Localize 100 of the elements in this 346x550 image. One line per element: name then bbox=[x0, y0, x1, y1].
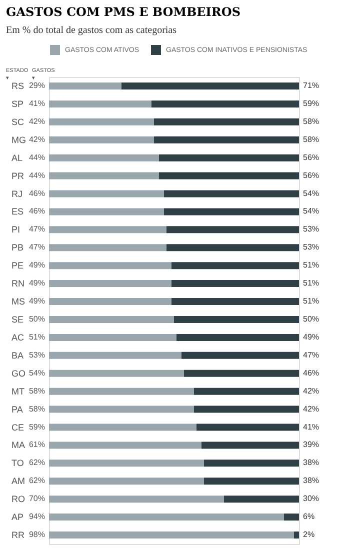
data-label: 47% bbox=[303, 350, 320, 360]
chart-subtitle: Em % do total de gastos com as categorias bbox=[6, 25, 177, 36]
bar bbox=[182, 352, 299, 359]
bar bbox=[164, 190, 299, 198]
bar bbox=[196, 424, 299, 431]
bar bbox=[49, 190, 164, 198]
bar bbox=[166, 244, 299, 252]
bar bbox=[49, 478, 204, 485]
bar bbox=[49, 334, 176, 341]
data-label: 70% bbox=[28, 494, 45, 504]
data-label: 38% bbox=[303, 458, 320, 468]
data-label: 51% bbox=[303, 296, 320, 306]
y-tick-label: ES bbox=[12, 206, 24, 217]
bar bbox=[49, 100, 152, 108]
y-tick-label: TO bbox=[12, 458, 24, 468]
data-label: 39% bbox=[303, 440, 320, 450]
y-tick-label: CE bbox=[12, 422, 24, 432]
data-label: 42% bbox=[303, 386, 320, 396]
data-label: 54% bbox=[303, 206, 320, 216]
bar bbox=[49, 244, 166, 252]
y-tick-label: PE bbox=[12, 260, 24, 271]
data-label: 62% bbox=[28, 476, 45, 486]
data-label: 42% bbox=[303, 404, 320, 414]
bar bbox=[49, 424, 196, 431]
y-tick-label: PB bbox=[12, 242, 24, 253]
bar bbox=[176, 334, 299, 341]
y-tick-label: AC bbox=[12, 332, 25, 342]
data-label: 53% bbox=[303, 224, 320, 234]
bar bbox=[159, 154, 299, 162]
bar bbox=[172, 298, 299, 306]
data-label: 53% bbox=[303, 242, 320, 252]
y-tick-label: MA bbox=[12, 440, 25, 450]
data-label: 98% bbox=[28, 530, 45, 540]
y-tick-label: AM bbox=[12, 476, 25, 486]
y-tick-label: SE bbox=[12, 314, 24, 324]
bar bbox=[49, 262, 172, 270]
data-label: 51% bbox=[303, 278, 320, 288]
bar bbox=[202, 442, 299, 449]
data-label: 42% bbox=[28, 116, 45, 126]
bar bbox=[294, 532, 299, 539]
bar bbox=[194, 406, 299, 413]
data-label: 71% bbox=[303, 80, 320, 90]
bar bbox=[49, 82, 122, 90]
bar bbox=[159, 172, 299, 180]
bar bbox=[224, 496, 299, 503]
bar bbox=[49, 226, 166, 234]
data-label: 56% bbox=[303, 170, 320, 180]
data-label: 54% bbox=[303, 188, 320, 198]
data-label: 58% bbox=[28, 404, 45, 414]
bar bbox=[49, 172, 159, 180]
bar bbox=[49, 460, 204, 467]
y-tick-label: RS bbox=[12, 80, 24, 91]
bar bbox=[204, 460, 299, 467]
data-label: 61% bbox=[28, 440, 45, 450]
bar bbox=[184, 370, 299, 377]
data-label: 51% bbox=[303, 260, 320, 270]
y-tick-label: SP bbox=[12, 98, 24, 109]
data-label: 47% bbox=[28, 224, 45, 234]
data-label: 59% bbox=[28, 422, 45, 432]
data-label: 62% bbox=[28, 458, 45, 468]
y-tick-label: RJ bbox=[12, 188, 22, 199]
data-label: 47% bbox=[28, 242, 45, 252]
data-label: 29% bbox=[28, 80, 45, 90]
bar bbox=[49, 316, 174, 323]
y-tick-label: SC bbox=[12, 116, 25, 127]
bar bbox=[49, 280, 172, 288]
data-label: 49% bbox=[28, 296, 45, 306]
data-label: 2% bbox=[303, 530, 315, 540]
data-label: 54% bbox=[28, 368, 45, 378]
y-tick-label: AP bbox=[12, 512, 24, 522]
y-tick-label: RR bbox=[12, 530, 25, 540]
data-label: 42% bbox=[28, 134, 45, 144]
data-label: 94% bbox=[28, 512, 45, 522]
bar bbox=[166, 226, 299, 234]
data-label: 53% bbox=[28, 350, 45, 360]
y-tick-label: MT bbox=[12, 386, 25, 396]
bar bbox=[49, 118, 154, 126]
bar bbox=[49, 298, 172, 306]
data-label: 49% bbox=[28, 260, 45, 270]
bar bbox=[49, 136, 154, 144]
data-label: 46% bbox=[303, 368, 320, 378]
bar bbox=[49, 208, 164, 216]
data-label: 50% bbox=[303, 314, 320, 324]
data-label: 51% bbox=[28, 332, 45, 342]
bar bbox=[152, 100, 299, 108]
bar bbox=[174, 316, 299, 323]
y-tick-label: MG bbox=[12, 134, 26, 145]
y-tick-label: RN bbox=[12, 278, 24, 289]
data-label: 58% bbox=[303, 116, 320, 126]
data-label: 41% bbox=[303, 422, 320, 432]
data-label: 44% bbox=[28, 170, 45, 180]
bar bbox=[204, 478, 299, 485]
bar bbox=[49, 442, 202, 449]
bar bbox=[49, 532, 294, 539]
y-tick-label: AL bbox=[12, 152, 23, 163]
bar bbox=[172, 280, 299, 288]
data-label: 49% bbox=[28, 278, 45, 288]
bar bbox=[154, 118, 299, 126]
data-label: 46% bbox=[28, 206, 45, 216]
bar bbox=[154, 136, 299, 144]
